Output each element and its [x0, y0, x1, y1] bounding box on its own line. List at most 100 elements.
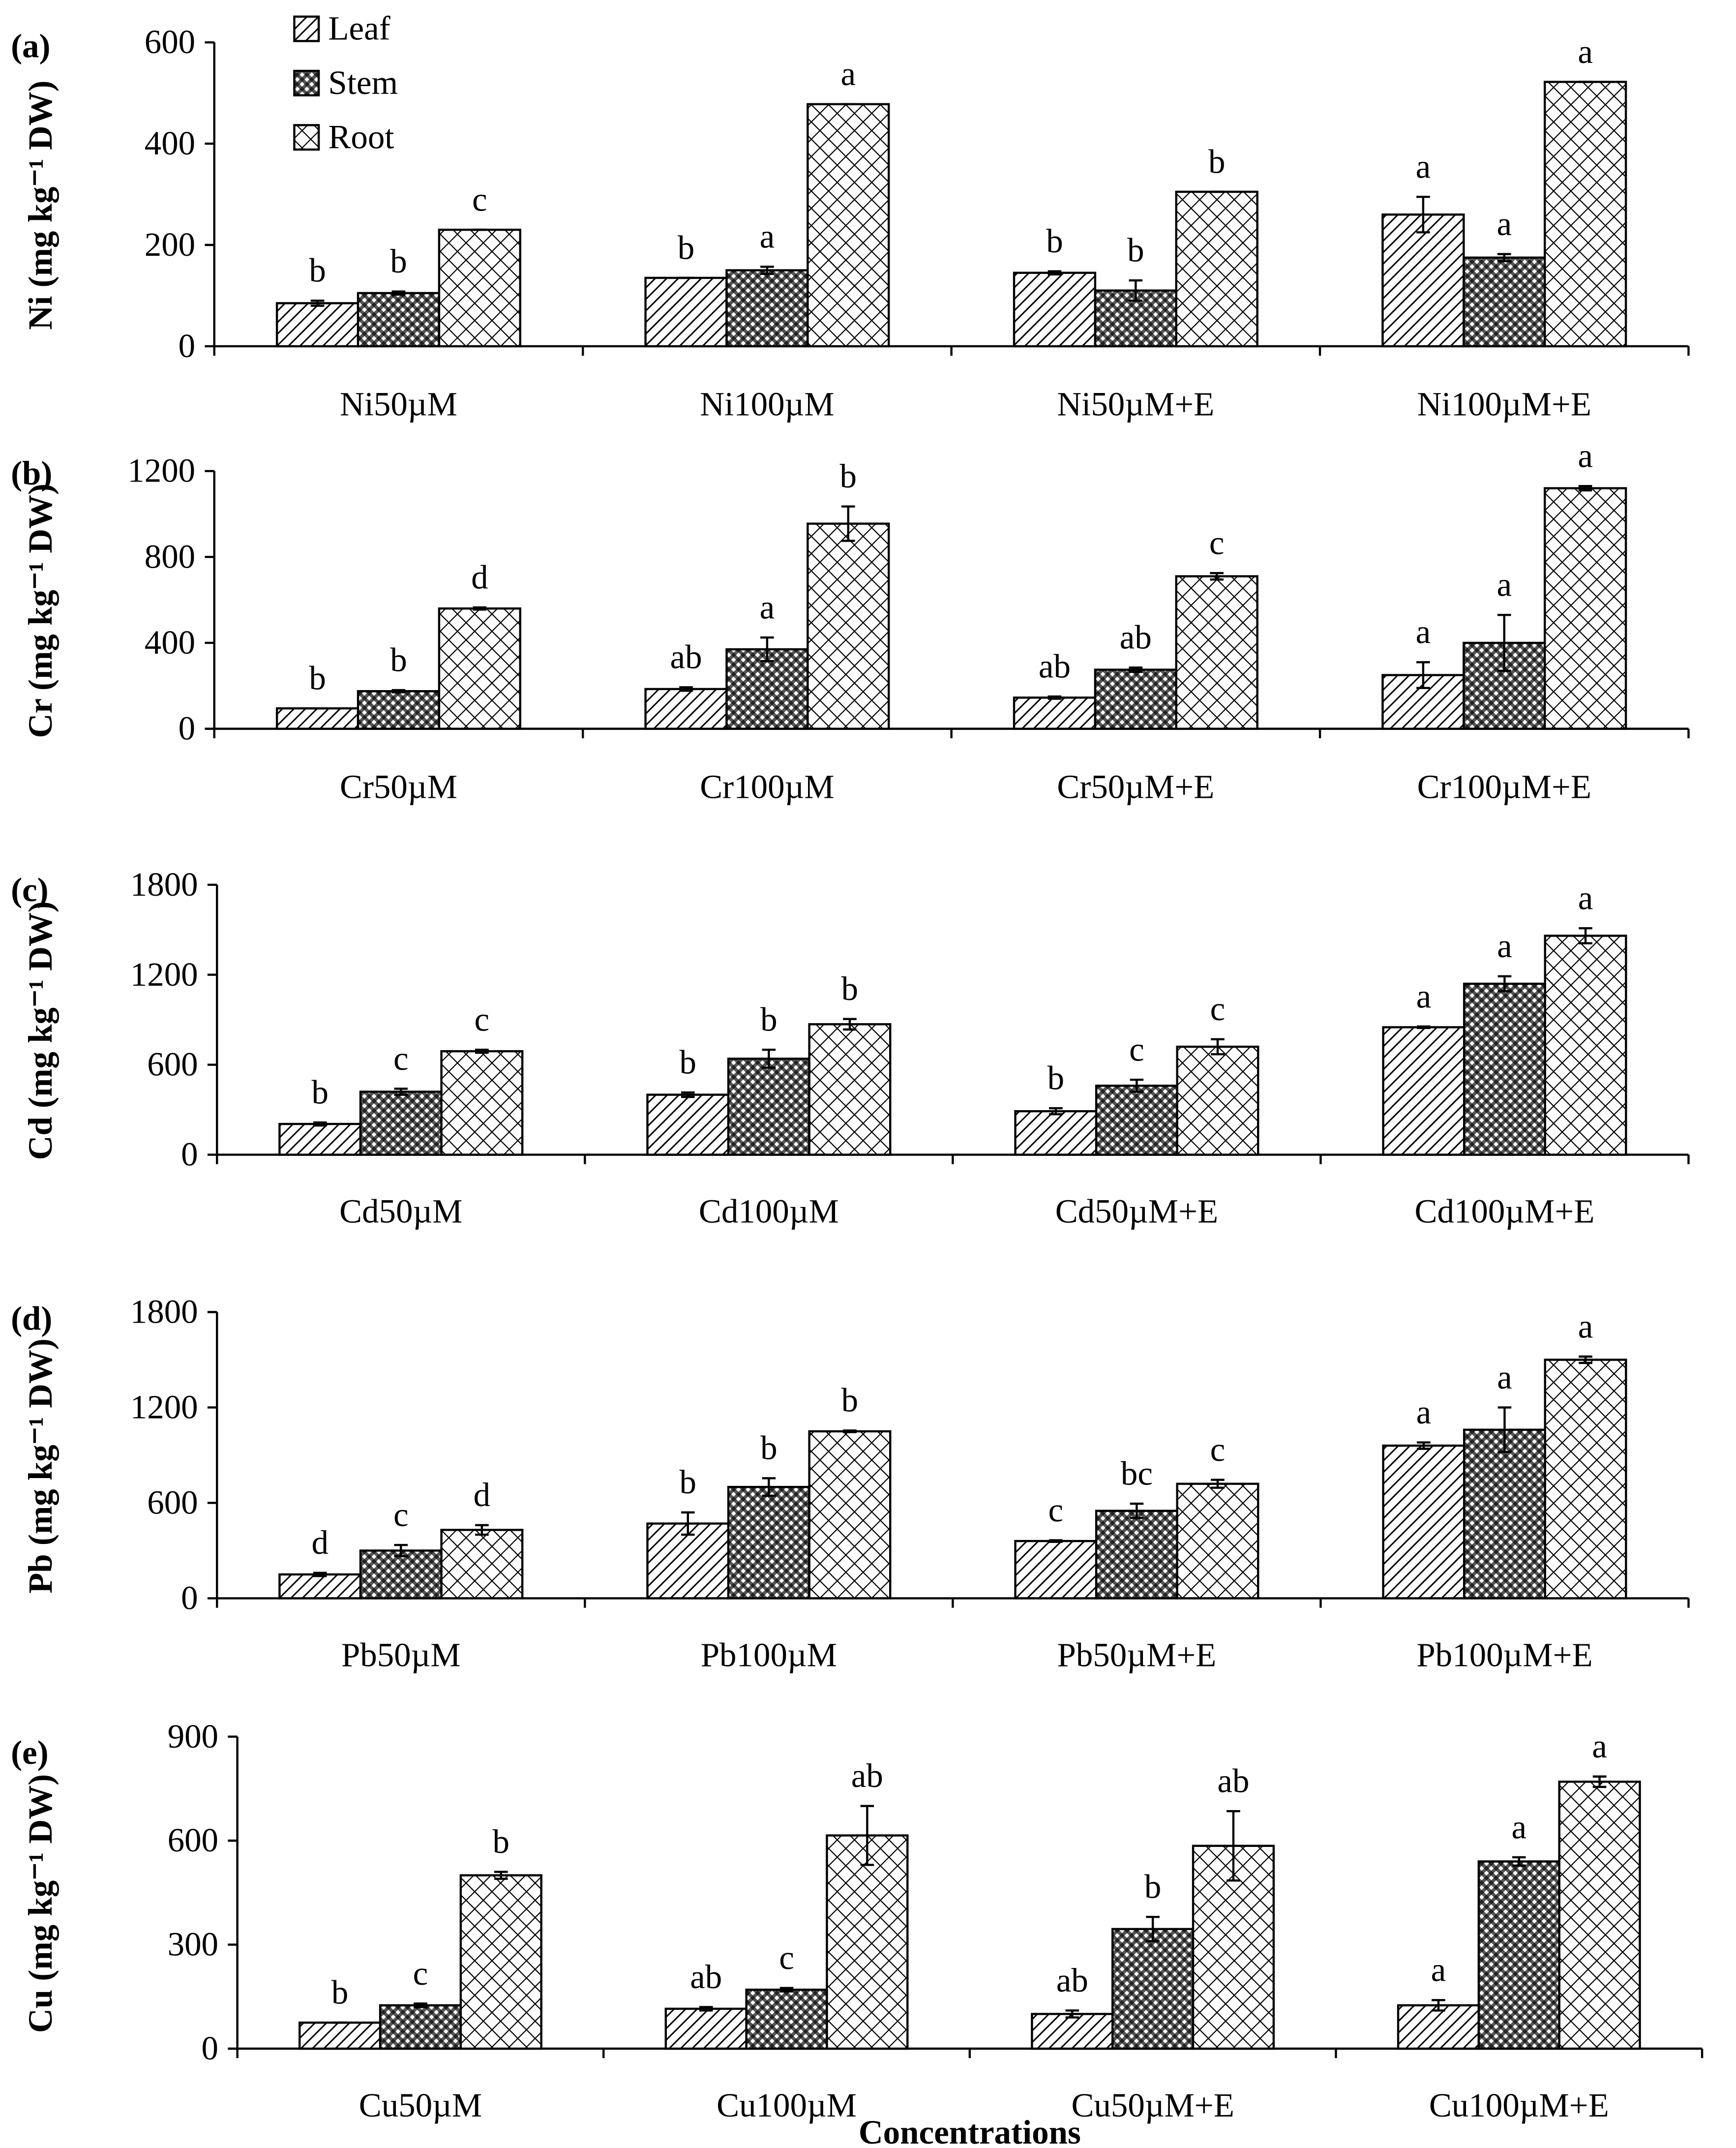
error-bar [1497, 253, 1511, 263]
x-tick-label: Cu50µM+E [1071, 2087, 1234, 2124]
error-bar [1432, 1999, 1445, 2012]
significance-letter: a [760, 588, 775, 626]
panel-label: (b) [11, 454, 52, 492]
significance-letter: c [1210, 990, 1226, 1028]
bar [1544, 935, 1627, 1156]
error-bar [843, 1018, 857, 1031]
error-bar [394, 1088, 408, 1096]
x-tick-label: Cu50µM [359, 2087, 482, 2124]
bar [644, 276, 728, 348]
error-bar [679, 686, 693, 692]
significance-letter: a [1497, 566, 1512, 604]
significance-letter: a [1578, 879, 1593, 917]
y-tick-label: 1200 [130, 956, 198, 993]
y-axis-label: Ni (mg kg⁻¹ DW) [22, 81, 59, 330]
bar [1031, 2013, 1114, 2050]
error-bar [841, 505, 855, 542]
x-tick-label: Ni100µM+E [1417, 386, 1591, 423]
significance-letter: a [1416, 977, 1432, 1015]
bar [646, 1093, 730, 1156]
x-tick-label: Pb100µM+E [1416, 1636, 1592, 1673]
bar [808, 1023, 892, 1156]
bar [438, 607, 521, 730]
error-bar [313, 1572, 327, 1577]
significance-letter: c [475, 1001, 490, 1038]
bar [1176, 1482, 1259, 1600]
significance-letter: b [760, 1001, 777, 1038]
bar [459, 1874, 542, 2050]
significance-letter: a [1431, 1951, 1446, 1989]
error-bar [1210, 572, 1224, 581]
y-tick-label: 1800 [130, 866, 198, 903]
y-tick-label: 0 [202, 2029, 218, 2067]
y-tick-label: 600 [147, 1483, 198, 1521]
error-bar [475, 1048, 489, 1054]
legend-swatch [293, 124, 320, 151]
bar [1111, 1928, 1195, 2050]
x-tick-label: Pb50µM+E [1057, 1636, 1217, 1673]
significance-letter: c [472, 181, 487, 218]
panel-label: (d) [11, 1300, 52, 1337]
significance-letter: b [760, 1429, 777, 1467]
legend-swatch [293, 15, 320, 42]
significance-letter: b [680, 1463, 696, 1501]
significance-letter: c [413, 1955, 428, 1992]
y-tick-label: 900 [168, 1718, 218, 1755]
significance-letter: a [1578, 1307, 1593, 1345]
x-tick-label: Cd50µM+E [1055, 1192, 1218, 1230]
error-bar [391, 689, 406, 694]
y-tick-label: 800 [145, 538, 195, 575]
bar [278, 1573, 362, 1600]
legend-swatch [293, 69, 320, 96]
significance-letter: b [1046, 222, 1063, 260]
error-bar [1130, 1502, 1144, 1519]
significance-letter: b [841, 1382, 858, 1419]
bar [1095, 1085, 1178, 1156]
significance-letter: bc [1121, 1454, 1153, 1492]
bar [1013, 272, 1097, 348]
significance-letter: a [1592, 1727, 1607, 1765]
error-bar [475, 1524, 489, 1536]
x-tick-label: Ni50µM [340, 386, 457, 423]
significance-letter: b [311, 1073, 328, 1111]
error-bar [1592, 1775, 1607, 1788]
bar [807, 103, 890, 348]
bar [1381, 213, 1465, 348]
error-bar [760, 266, 774, 275]
significance-letter: c [779, 1939, 794, 1976]
error-bar [1417, 1025, 1431, 1029]
bar [275, 302, 359, 348]
x-tick-label: Cr100µM [700, 768, 834, 805]
significance-letter: c [393, 1040, 409, 1077]
significance-letter: b [309, 660, 326, 697]
bar [1463, 1428, 1546, 1600]
bar [440, 1529, 524, 1600]
y-tick-label: 0 [179, 710, 195, 747]
y-tick-label: 200 [145, 226, 195, 263]
significance-letter: b [680, 1043, 696, 1081]
significance-letter: a [1497, 927, 1512, 965]
error-bar [391, 290, 406, 296]
significance-letter: a [1578, 437, 1593, 475]
bar [1095, 1510, 1178, 1600]
error-bar [310, 300, 325, 307]
significance-letter: ab [1039, 648, 1071, 685]
x-tick-label: Cr50µM [340, 768, 457, 805]
error-bar [1146, 1915, 1160, 1942]
error-bar [860, 1805, 874, 1866]
error-bar [494, 1871, 508, 1880]
significance-letter: c [1129, 1031, 1144, 1068]
error-bar [1048, 695, 1062, 700]
significance-letter: c [393, 1496, 409, 1533]
y-axis-label: Cr (mg kg⁻¹ DW) [22, 484, 59, 738]
y-tick-label: 0 [179, 327, 195, 364]
x-tick-label: Cr100µM+E [1417, 768, 1591, 805]
legend-label: Stem [328, 64, 398, 101]
y-tick-label: 300 [168, 1926, 218, 1963]
bar [298, 2021, 382, 2050]
bar [725, 269, 809, 348]
significance-letter: b [390, 242, 407, 280]
error-bar [843, 1429, 857, 1433]
error-bar [1065, 2009, 1079, 2019]
legend-label: Root [328, 118, 394, 155]
